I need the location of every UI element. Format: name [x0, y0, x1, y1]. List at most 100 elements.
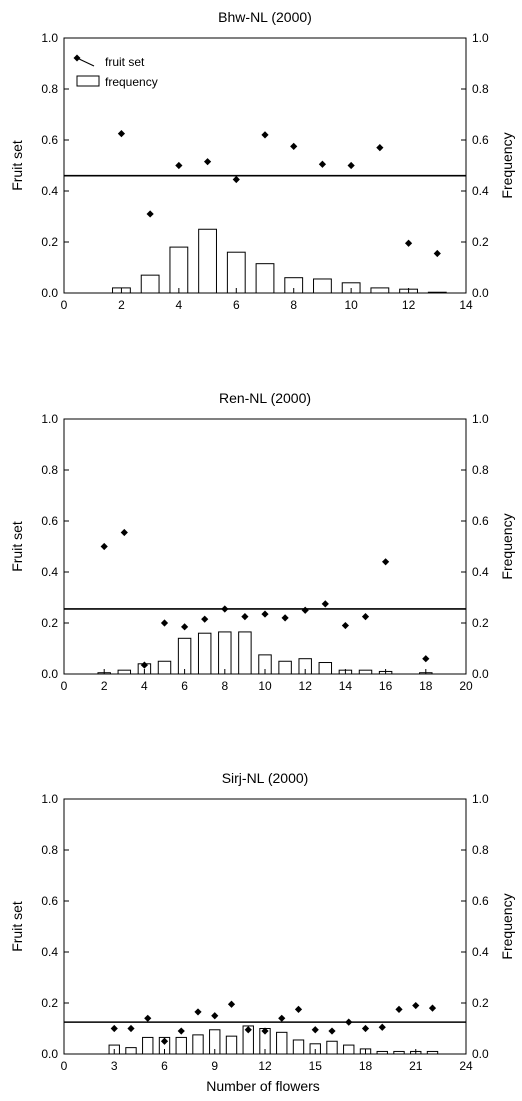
frequency-bar — [192, 1034, 204, 1055]
plot-frame — [63, 798, 467, 1055]
x-tick-label: 3 — [111, 1059, 118, 1073]
y-tick-label-right: 1.0 — [472, 792, 489, 806]
x-tick-label: 8 — [290, 298, 297, 312]
x-tick-label: 4 — [141, 679, 148, 693]
x-tick-label: 16 — [379, 679, 393, 693]
frequency-bar — [255, 263, 275, 294]
y-tick-label-left: 0.0 — [41, 1047, 58, 1061]
frequency-bar — [225, 1035, 238, 1055]
frequency-bar — [157, 660, 172, 675]
y-tick-label-left: 0.0 — [41, 286, 58, 300]
frequency-bar — [343, 1044, 355, 1055]
fruit-set-point — [110, 1024, 118, 1033]
frequency-bar — [326, 1040, 338, 1055]
panel-1: Bhw-NL (2000)0 2 4 6 8 10 12 140.0 0.00.2 0.20.4 0… — [9, 9, 515, 312]
fruit-set-point — [117, 130, 126, 138]
y-axis-label-right: Frequency — [499, 132, 515, 198]
frequency-bar — [198, 228, 217, 294]
panel-title: Sirj-NL (2000) — [222, 770, 309, 786]
y-tick-label-left: 0.6 — [41, 133, 58, 147]
y-tick-label-left: 0.4 — [41, 945, 58, 959]
y-tick-label-left: 0.8 — [41, 463, 58, 477]
fruit-set-point — [382, 558, 390, 566]
fruit-set-point — [261, 131, 269, 139]
legend: fruit set frequency — [73, 54, 158, 89]
y-tick-label-right: 1.0 — [472, 412, 489, 426]
y-tick-label-right: 0.4 — [472, 945, 489, 959]
x-tick-label: 21 — [409, 1059, 423, 1073]
frequency-bar — [358, 669, 373, 675]
fruit-set-point — [203, 158, 212, 166]
fruit-set-point — [290, 142, 298, 150]
x-tick-label: 20 — [459, 679, 473, 693]
y-tick-label-right: 0.0 — [472, 667, 489, 681]
y-tick-label-left: 0.4 — [41, 184, 58, 198]
x-tick-label: 6 — [233, 298, 240, 312]
frequency-bar — [313, 278, 332, 294]
fruit-set-point — [201, 615, 209, 623]
fruit-set-point — [244, 1026, 252, 1034]
y-axis-label-right: Frequency — [499, 893, 515, 959]
fruit-set-point — [404, 239, 413, 247]
fruit-set-point — [160, 1037, 169, 1045]
y-tick-label-right: 0.6 — [472, 133, 489, 147]
x-tick-label: 0 — [61, 1059, 68, 1073]
y-tick-label-right: 0.2 — [472, 996, 489, 1010]
frequency-bar — [292, 1039, 305, 1055]
fruit-set-point — [412, 1001, 420, 1010]
x-tick-label: 10 — [344, 298, 358, 312]
y-tick-label-right: 0.8 — [472, 82, 489, 96]
y-tick-label-left: 1.0 — [41, 31, 58, 45]
y-axis-label-left: Fruit set — [9, 140, 25, 191]
x-tick-label: 24 — [459, 1059, 473, 1073]
y-tick-label-right: 0.8 — [472, 463, 489, 477]
frequency-bar — [117, 669, 132, 675]
fruit-set-point — [301, 606, 309, 614]
y-tick-label-left: 0.6 — [41, 894, 58, 908]
panel-2: Ren-NL (2000)0 2 4 6 8 10 12 14 16 18 200.0 0.00.2 0… — [9, 390, 515, 693]
fruit-set-point — [232, 175, 240, 184]
frequency-bar — [177, 637, 192, 675]
y-tick-label-right: 0.6 — [472, 894, 489, 908]
x-tick-label: 8 — [221, 679, 228, 693]
frequency-bar — [175, 1036, 187, 1055]
y-tick-label-left: 0.2 — [41, 996, 58, 1010]
fruit-set-point — [378, 1023, 386, 1031]
y-tick-label-right: 0.2 — [472, 616, 489, 630]
fruit-set-point — [144, 1014, 152, 1022]
y-tick-label-right: 0.8 — [472, 843, 489, 857]
legend-frequency-label: frequency — [105, 75, 158, 89]
fruit-set-point — [341, 621, 349, 630]
fruit-set-point — [347, 161, 355, 170]
y-axis-label-right: Frequency — [499, 513, 515, 579]
x-tick-label: 14 — [459, 298, 473, 312]
y-tick-label-right: 0.2 — [472, 235, 489, 249]
x-tick-label: 6 — [161, 1059, 168, 1073]
fruit-set-point — [361, 1024, 370, 1033]
y-tick-label-right: 0.6 — [472, 514, 489, 528]
x-tick-label: 2 — [118, 298, 125, 312]
x-tick-label: 6 — [181, 679, 188, 693]
y-tick-label-right: 0.0 — [472, 1047, 489, 1061]
x-tick-label: 14 — [339, 679, 353, 693]
y-axis-label-left: Fruit set — [9, 521, 25, 572]
fruit-set-point — [261, 1027, 269, 1035]
fruit-set-point — [175, 161, 183, 170]
y-tick-label-left: 0.8 — [41, 843, 58, 857]
x-tick-label: 4 — [176, 298, 183, 312]
panel-3: Sirj-NL (2000)0 3 6 9 12 15 18 21 240.0 0.00.2 0.2… — [9, 770, 515, 1073]
fruit-set-point — [281, 614, 289, 622]
fruit-set-point — [311, 1026, 319, 1034]
plot-frame — [63, 37, 467, 294]
frequency-bar — [318, 662, 333, 675]
y-tick-label-right: 0.4 — [472, 184, 489, 198]
y-tick-label-left: 0.4 — [41, 565, 58, 579]
fruit-set-point — [361, 613, 370, 621]
fruit-set-point — [211, 1012, 219, 1020]
fruit-set-point — [345, 1018, 353, 1026]
y-tick-label-left: 0.2 — [41, 235, 58, 249]
y-tick-label-left: 0.2 — [41, 616, 58, 630]
fruit-set-point — [422, 655, 430, 663]
x-tick-label: 9 — [211, 1059, 218, 1073]
frequency-bar — [197, 632, 212, 675]
